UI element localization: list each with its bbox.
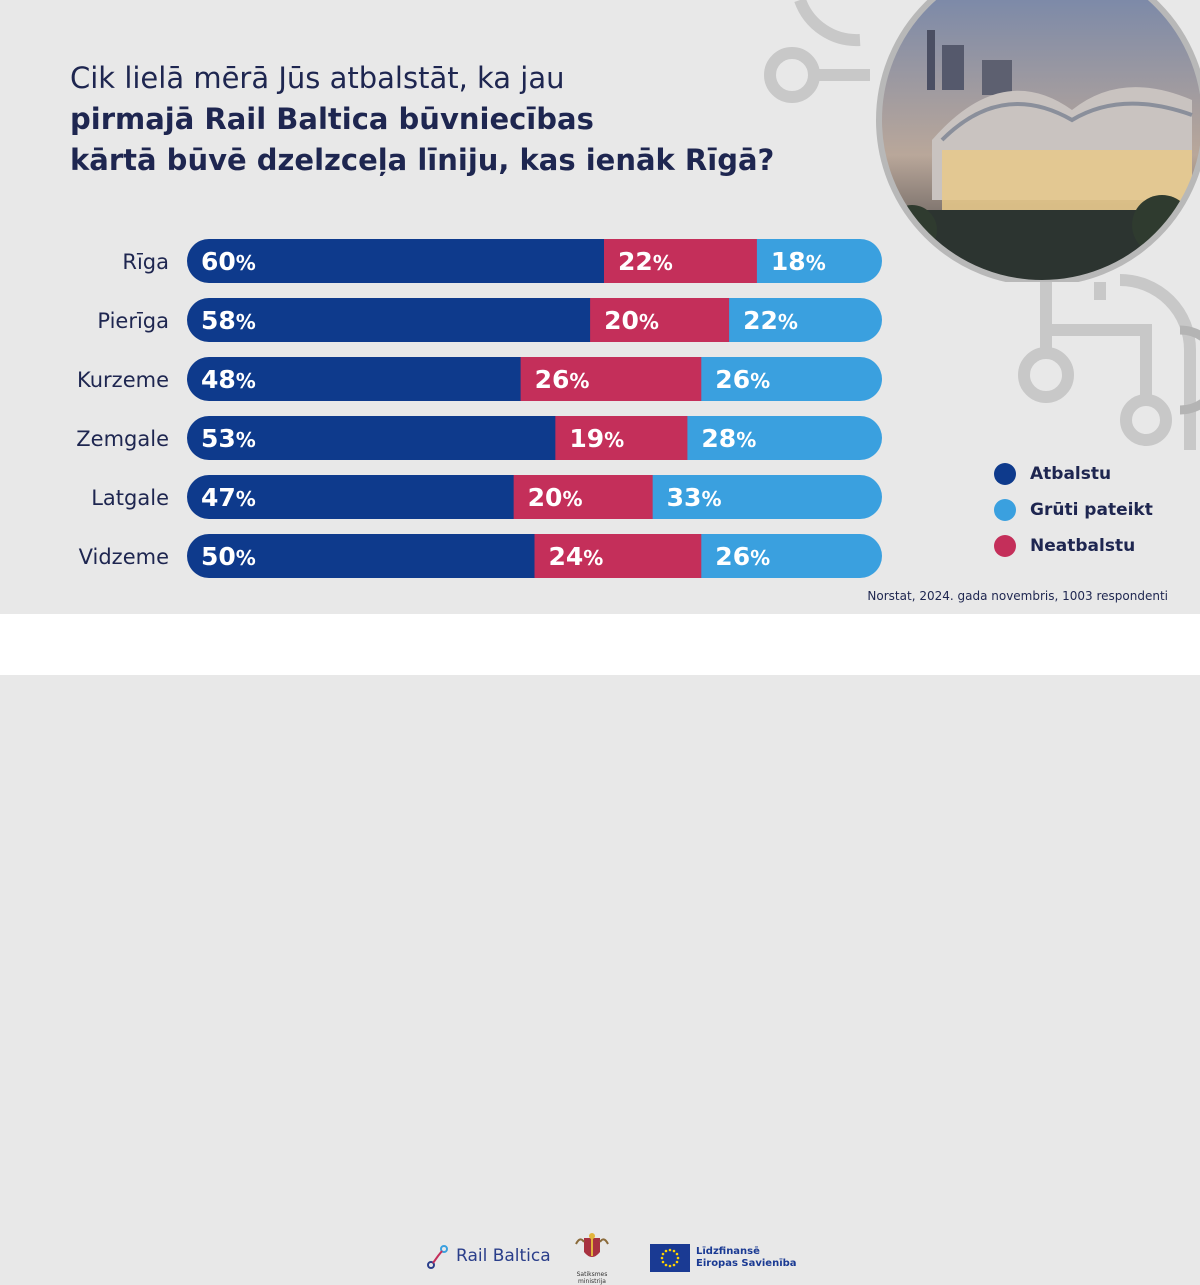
infographic-main: Cik lielā mērā Jūs atbalstāt, ka jau pir… (0, 0, 1200, 614)
category-label-riga: Rīga (122, 250, 169, 274)
eu-flag-icon (650, 1244, 690, 1272)
bar-segment-latgale-neatbalstu (513, 475, 654, 519)
category-label-vidzeme: Vidzeme (79, 545, 169, 569)
footer-logos: Rail Baltica Satiksmes ministrija (0, 614, 1200, 1285)
bar-row-zemgale (187, 416, 882, 460)
bar-row-vidzeme (187, 534, 882, 578)
data-label-riga-1: 22% (618, 247, 673, 276)
question-line-2: pirmajā Rail Baltica būvniecības (70, 102, 594, 136)
data-label-latgale-2: 33% (667, 483, 722, 512)
category-label-pieriga: Pierīga (97, 309, 169, 333)
bar-segment-vidzeme-gruti-pateikt (701, 534, 882, 578)
bar-row-latgale (187, 475, 882, 519)
bar-segment-vidzeme-atbalstu (187, 534, 535, 578)
data-label-latgale-0: 47% (201, 483, 256, 512)
data-label-riga-2: 18% (771, 247, 826, 276)
bar-row-riga (187, 239, 882, 283)
bar-segment-kurzeme-atbalstu (187, 357, 522, 401)
data-label-zemgale-2: 28% (701, 424, 756, 453)
data-label-pieriga-2: 22% (743, 306, 798, 335)
eu-cofunding-logo: Līdzfinansē Eiropas Savienība (650, 1244, 797, 1272)
data-label-latgale-1: 20% (528, 483, 583, 512)
legend-label-gruti-pateikt: Grūti pateikt (1030, 500, 1153, 520)
bar-segment-pieriga-gruti-pateikt (729, 298, 882, 342)
bar-segment-riga-gruti-pateikt (756, 239, 882, 283)
legend-label-atbalstu: Atbalstu (1030, 464, 1112, 484)
data-label-vidzeme-0: 50% (201, 542, 256, 571)
bar-segment-kurzeme-neatbalstu (520, 357, 702, 401)
ministry-logo: Satiksmes ministrija (562, 1232, 622, 1285)
bar-segment-latgale-atbalstu (187, 475, 515, 519)
category-label-latgale: Latgale (91, 486, 169, 510)
data-label-zemgale-1: 19% (569, 424, 624, 453)
legend-item-gruti-pateikt: Grūti pateikt (994, 492, 1153, 528)
rail-baltica-logo: Rail Baltica (426, 1242, 551, 1270)
source-note: Norstat, 2024. gada novembris, 1003 resp… (867, 589, 1168, 603)
station-photo (876, 0, 1200, 282)
bar-segment-riga-atbalstu (187, 239, 605, 283)
coat-of-arms-icon (575, 1233, 609, 1257)
bar-row-kurzeme (187, 357, 882, 401)
data-label-kurzeme-0: 48% (201, 365, 256, 394)
data-label-vidzeme-2: 26% (715, 542, 770, 571)
question-title: Cik lielā mērā Jūs atbalstāt, ka jau pir… (70, 58, 774, 181)
stacked-bar-chart: Rīga 60% 22% 18% Pierīga 58% 20% 22% Kurzeme 48% 2… (76, 239, 882, 578)
data-label-kurzeme-2: 26% (715, 365, 770, 394)
rail-baltica-text: Rail Baltica (456, 1246, 551, 1266)
bar-segment-zemgale-neatbalstu (555, 416, 688, 460)
category-label-zemgale: Zemgale (76, 427, 169, 451)
bar-segment-zemgale-gruti-pateikt (687, 416, 882, 460)
bar-segment-riga-neatbalstu (604, 239, 758, 283)
data-label-pieriga-1: 20% (604, 306, 659, 335)
legend-swatch-neatbalstu (994, 535, 1016, 557)
legend-item-neatbalstu: Neatbalstu (994, 528, 1153, 564)
bar-row-pieriga (187, 298, 882, 342)
decorative-circuit-lines (764, 0, 1200, 450)
data-label-kurzeme-1: 26% (535, 365, 590, 394)
bar-segment-pieriga-neatbalstu (590, 298, 730, 342)
data-label-riga-0: 60% (201, 247, 256, 276)
legend-label-neatbalstu: Neatbalstu (1030, 536, 1136, 556)
legend-swatch-gruti-pateikt (994, 499, 1016, 521)
rail-baltica-icon (427, 1245, 448, 1269)
question-line-3: kārtā būvē dzelzceļa līniju, kas ienāk R… (70, 143, 775, 177)
legend-item-atbalstu: Atbalstu (994, 456, 1153, 492)
bar-segment-latgale-gruti-pateikt (652, 475, 882, 519)
chart-legend: Atbalstu Grūti pateikt Neatbalstu (994, 456, 1153, 564)
eu-text-line-1: Līdzfinansē (696, 1246, 760, 1257)
bar-segment-pieriga-atbalstu (187, 298, 591, 342)
data-label-zemgale-0: 53% (201, 424, 256, 453)
question-line-1: Cik lielā mērā Jūs atbalstāt, ka jau (70, 61, 565, 95)
ministry-text: Satiksmes ministrija (576, 1271, 608, 1285)
bar-segment-zemgale-atbalstu (187, 416, 556, 460)
eu-text-line-2: Eiropas Savienība (696, 1258, 797, 1269)
data-label-vidzeme-1: 24% (549, 542, 604, 571)
bar-segment-vidzeme-neatbalstu (534, 534, 702, 578)
category-label-kurzeme: Kurzeme (77, 368, 169, 392)
data-label-pieriga-0: 58% (201, 306, 256, 335)
bar-segment-kurzeme-gruti-pateikt (701, 357, 882, 401)
legend-swatch-atbalstu (994, 463, 1016, 485)
